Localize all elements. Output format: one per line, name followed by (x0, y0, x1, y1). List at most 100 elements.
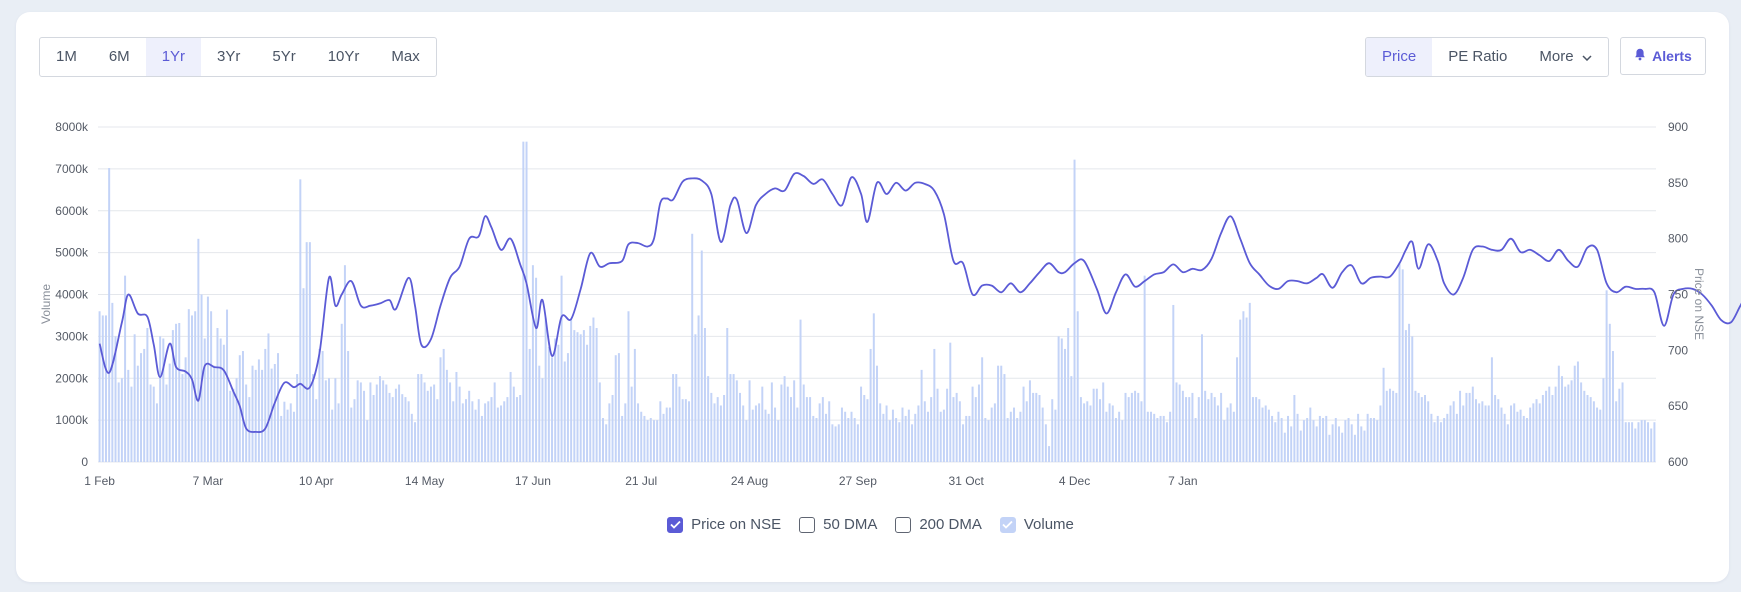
volume-bar (633, 348, 636, 462)
x-tick-label: 27 Sep (839, 474, 877, 488)
volume-bar (1401, 269, 1404, 462)
legend-checkbox[interactable] (999, 516, 1016, 533)
volume-bar (920, 369, 923, 462)
volume-bar (359, 382, 362, 462)
volume-bar (1178, 384, 1181, 462)
volume-bar (560, 275, 563, 462)
volume-bar (1395, 392, 1398, 462)
volume-bar (206, 296, 209, 462)
x-tick-label: 1 Feb (84, 474, 115, 488)
legend-checkbox[interactable] (799, 516, 816, 533)
volume-bar (388, 392, 391, 462)
volume-bar (289, 403, 292, 462)
volume-bar (203, 338, 206, 462)
volume-bar (1385, 390, 1388, 462)
volume-bar (312, 374, 315, 462)
volume-bar (433, 384, 436, 462)
volume-bar (1494, 395, 1497, 462)
volume-bar (707, 376, 710, 462)
volume-bar (159, 336, 162, 462)
metric-button-pe-ratio[interactable]: PE Ratio (1432, 38, 1523, 76)
volume-bar (394, 388, 397, 462)
range-button-1m[interactable]: 1M (56, 48, 77, 65)
volume-bar (1028, 380, 1031, 462)
volume-bar (1060, 338, 1063, 462)
volume-bar (1159, 415, 1162, 462)
volume-bar (1185, 397, 1188, 462)
y-left-tick-label: 2000k (55, 371, 89, 385)
volume-bar (786, 386, 789, 462)
volume-bar (477, 399, 480, 462)
volume-bar (962, 424, 965, 462)
volume-bar (758, 403, 761, 462)
volume-bar (691, 233, 694, 462)
legend-checkbox[interactable] (667, 516, 684, 533)
volume-bar (1102, 382, 1105, 462)
volume-bar (114, 336, 117, 462)
volume-bar (586, 344, 589, 462)
volume-bar (136, 365, 139, 462)
volume-bar (598, 382, 601, 462)
volume-bar (1232, 411, 1235, 462)
metric-selector: Price PE Ratio More (1365, 37, 1609, 77)
volume-bar (155, 403, 158, 462)
volume-bar (754, 405, 757, 462)
volume-bar (1019, 411, 1022, 462)
volume-bar (1347, 418, 1350, 462)
legend-item-price-on-nse[interactable]: Price on NSE (667, 516, 781, 533)
volume-bar (1497, 399, 1500, 462)
volume-bar (1054, 409, 1057, 462)
volume-bar (1392, 390, 1395, 462)
volume-bar (213, 365, 216, 462)
volume-bar (907, 409, 910, 462)
range-button-6m[interactable]: 6M (108, 48, 130, 65)
alerts-label: Alerts (1652, 48, 1692, 64)
volume-bar (1631, 422, 1634, 462)
volume-bar (643, 415, 646, 462)
volume-bar (1099, 399, 1102, 462)
volume-bar (1602, 378, 1605, 462)
volume-bar (299, 179, 302, 462)
volume-bar (815, 418, 818, 462)
range-button-max[interactable]: Max (391, 48, 420, 65)
volume-bar (923, 401, 926, 462)
volume-bar (974, 397, 977, 462)
volume-bar (194, 311, 197, 462)
range-button-5yr[interactable]: 5Yr (272, 48, 296, 65)
volume-bar (1471, 386, 1474, 462)
volume-bar (793, 380, 796, 462)
volume-bar (445, 369, 448, 462)
volume-bar (1548, 386, 1551, 462)
x-tick-label: 31 Oct (949, 474, 985, 488)
volume-bar (1095, 388, 1098, 462)
legend-checkbox[interactable] (895, 516, 912, 533)
legend-item-50-dma[interactable]: 50 DMA (799, 516, 877, 533)
volume-bar (621, 415, 624, 462)
volume-bar (528, 348, 531, 462)
alerts-button[interactable]: Alerts (1620, 37, 1706, 75)
volume-bar (245, 384, 248, 462)
volume-bar (1430, 413, 1433, 462)
volume-bar (1465, 392, 1468, 462)
volume-bar (554, 338, 557, 462)
legend-item-volume[interactable]: Volume (999, 516, 1074, 533)
range-button-3yr[interactable]: 3Yr (217, 48, 241, 65)
volume-bar (1608, 323, 1611, 462)
volume-bar (541, 378, 544, 462)
volume-bar (1105, 411, 1108, 462)
price-line (98, 172, 1741, 433)
legend-item-200-dma[interactable]: 200 DMA (895, 516, 982, 533)
range-button-10yr[interactable]: 10Yr (327, 48, 360, 65)
volume-bar (656, 420, 659, 462)
metric-button-more[interactable]: More (1523, 38, 1607, 76)
volume-bar (232, 388, 235, 462)
volume-bar (971, 386, 974, 462)
volume-bar (1315, 426, 1318, 462)
volume-bar (799, 319, 802, 462)
volume-bar (1567, 384, 1570, 462)
volume-bar (216, 328, 219, 462)
metric-button-price[interactable]: Price (1366, 38, 1433, 76)
range-button-1yr[interactable]: 1Yr (145, 38, 202, 76)
volume-bar (496, 407, 499, 462)
volume-bar (1318, 415, 1321, 462)
